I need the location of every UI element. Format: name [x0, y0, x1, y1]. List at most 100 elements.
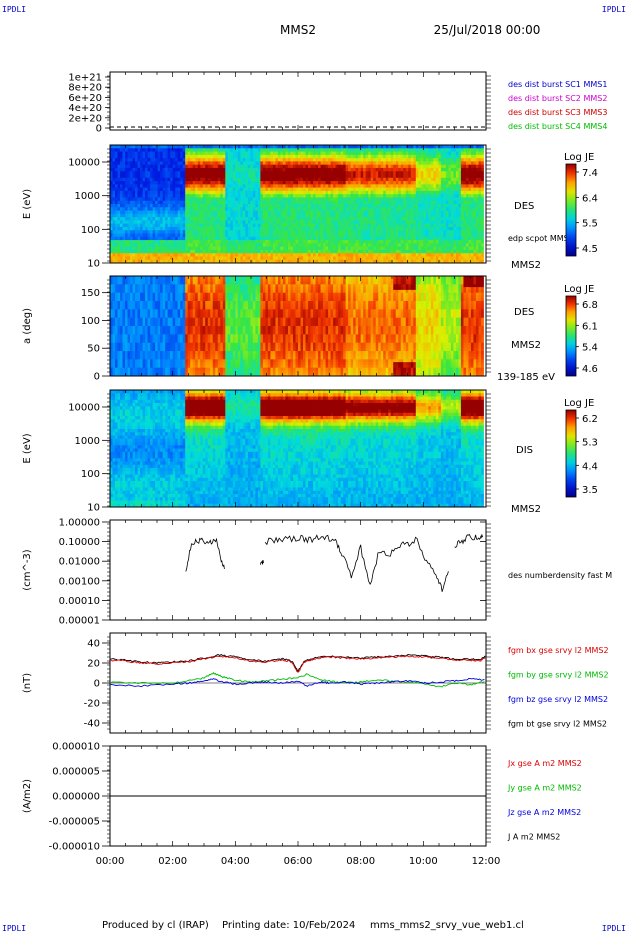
des-pitch-right-label: MMS2 — [511, 340, 541, 351]
density-ytick: 0.00100 — [59, 576, 100, 587]
fgm-ytick: 40 — [87, 639, 100, 650]
des-pitch-ylabel: a (deg) — [22, 308, 33, 344]
time-axis-tick-label: 12:00 — [472, 856, 501, 867]
panel-density: 1.000000.100000.010000.001000.000100.000… — [22, 518, 612, 627]
des-pitch-ytick: 150 — [81, 288, 100, 299]
time-axis-tick-label: 10:00 — [409, 856, 438, 867]
des-pitch-colorbar-tick: 6.1 — [582, 321, 598, 332]
dis-energy-right-label: DIS — [516, 445, 533, 456]
current-ytick: -0.000005 — [49, 817, 100, 828]
dis-energy-ylabel: E (eV) — [22, 433, 33, 463]
density-ytick: 1.00000 — [59, 518, 100, 529]
current-ytick: 0.000010 — [52, 742, 100, 753]
fgm-series-line — [110, 656, 485, 672]
fgm-series-line — [110, 673, 484, 687]
fgm-legend-entry: fgm bx gse srvy l2 MMS2 — [508, 646, 609, 655]
current-legend-entry: Jy gse A m2 MMS2 — [507, 784, 582, 793]
corner-label-bottom-right: IPDLI — [602, 924, 626, 933]
des-pitch-right-label: 139-185 eV — [497, 372, 555, 383]
fgm-ytick: -20 — [84, 699, 100, 710]
burst-frame — [110, 72, 486, 130]
burst-legend-entry: des dist burst SC1 MMS1 — [508, 80, 607, 89]
density-series-segment — [260, 560, 263, 565]
current-legend-entry: Jx gse A m2 MMS2 — [507, 759, 582, 768]
time-axis-tick-label: 04:00 — [221, 856, 250, 867]
dis-energy-ytick: 100 — [81, 469, 100, 480]
burst-legend-entry: des dist burst SC3 MMS3 — [508, 108, 607, 117]
time-axis: 00:00 02:00 04:00 06:00 08:00 10:00 12:00 — [96, 856, 501, 867]
current-ytick: -0.000010 — [49, 842, 100, 853]
time-axis-tick-label: 00:00 — [96, 856, 125, 867]
des-pitch-cells — [110, 276, 484, 376]
density-ytick: 0.00010 — [59, 596, 100, 607]
footer-filename: mms_mms2_srvy_vue_web1.cl — [370, 920, 524, 931]
fgm-ytick: 20 — [87, 659, 100, 670]
des-energy-colorbar-tick: 5.5 — [582, 219, 598, 230]
fgm-ytick: -40 — [84, 719, 100, 730]
dis-energy-colorbar-tick: 4.4 — [582, 461, 598, 472]
panel-current-density: 0.000010 0.000005 0.000000 -0.000005 -0.0000… — [22, 742, 582, 853]
des-energy-ylabel: E (eV) — [22, 189, 33, 219]
footer-printing-date: Printing date: 10/Feb/2024 — [222, 920, 355, 931]
plot-datetime: 25/Jul/2018 00:00 — [434, 23, 541, 37]
current-ytick: 0.000005 — [52, 767, 100, 778]
dis-energy-ytick: 10000 — [68, 403, 100, 414]
corner-label-top-right: IPDLI — [602, 5, 626, 14]
density-series-segment — [186, 538, 225, 571]
burst-legend-entry: des dist burst SC2 MMS2 — [508, 94, 607, 103]
density-series-segment — [455, 534, 483, 547]
des-energy-ytick: 100 — [81, 225, 100, 236]
des-energy-right-label: DES — [514, 201, 534, 212]
current-ytick: 0.000000 — [52, 792, 100, 803]
des-pitch-right-label: DES — [514, 307, 534, 318]
dis-energy-colorbar-tick: 6.2 — [582, 414, 598, 425]
dis-energy-cells — [110, 390, 484, 507]
corner-label-bottom-left: IPDLI — [2, 924, 26, 933]
dis-energy-right-label: MMS2 — [511, 504, 541, 515]
time-axis-tick-label: 08:00 — [346, 856, 375, 867]
dis-energy-colorbar-tick: 3.5 — [582, 485, 598, 496]
fgm-legend-entry: fgm bt gse srvy l2 MMS2 — [508, 720, 607, 729]
des-energy-right-label: MMS2 — [511, 260, 541, 271]
current-legend-entry: Jz gse A m2 MMS2 — [507, 808, 581, 817]
des-pitch-colorbar — [566, 296, 576, 376]
density-ylabel: (cm^-3) — [22, 549, 33, 590]
dis-energy-ytick: 10 — [87, 503, 100, 514]
burst-legend-entry: des dist burst SC4 MMS4 — [508, 122, 607, 131]
density-ytick: 0.10000 — [59, 537, 100, 548]
time-axis-tick-label: 02:00 — [158, 856, 187, 867]
dis-energy-colorbar-title: Log JE — [564, 398, 594, 409]
dis-energy-colorbar-tick: 5.3 — [582, 438, 598, 449]
burst-ytick: 0 — [96, 124, 102, 135]
fgm-ytick: 0 — [94, 679, 100, 690]
density-frame — [110, 520, 486, 620]
des-pitch-colorbar-tick: 4.6 — [582, 364, 598, 375]
spacecraft-title: MMS2 — [280, 23, 316, 37]
des-energy-colorbar — [566, 164, 576, 256]
footer-produced-by: Produced by cl (IRAP) — [102, 920, 209, 931]
panel-dis-energy-spectrogram: 10000 1000 100 10 E (eV) DIS MMS2 Log JE 6.2 5.3 4… — [22, 390, 598, 515]
des-pitch-ytick: 0 — [94, 372, 100, 383]
des-energy-ytick: 1000 — [75, 191, 100, 202]
dis-energy-ytick: 1000 — [75, 436, 100, 447]
des-energy-ytick: 10000 — [68, 158, 100, 169]
time-axis-tick-label: 06:00 — [284, 856, 313, 867]
des-energy-colorbar-title: Log JE — [564, 152, 594, 163]
dis-energy-colorbar — [566, 410, 576, 497]
des-energy-ytick: 10 — [87, 259, 100, 270]
current-legend-entry: J A m2 MMS2 — [507, 833, 560, 842]
density-ytick: 0.00001 — [59, 616, 100, 627]
des-pitch-ytick: 100 — [81, 316, 100, 327]
des-pitch-colorbar-title: Log JE — [564, 284, 594, 295]
fgm-legend-entry: fgm bz gse srvy l2 MMS2 — [508, 695, 608, 704]
des-pitch-colorbar-tick: 6.8 — [582, 300, 598, 311]
des-pitch-colorbar-tick: 5.4 — [582, 343, 598, 354]
des-energy-colorbar-tick: 7.4 — [582, 168, 598, 179]
density-legend-entry: des numberdensity fast M — [508, 571, 612, 580]
fgm-series-line — [110, 679, 484, 687]
